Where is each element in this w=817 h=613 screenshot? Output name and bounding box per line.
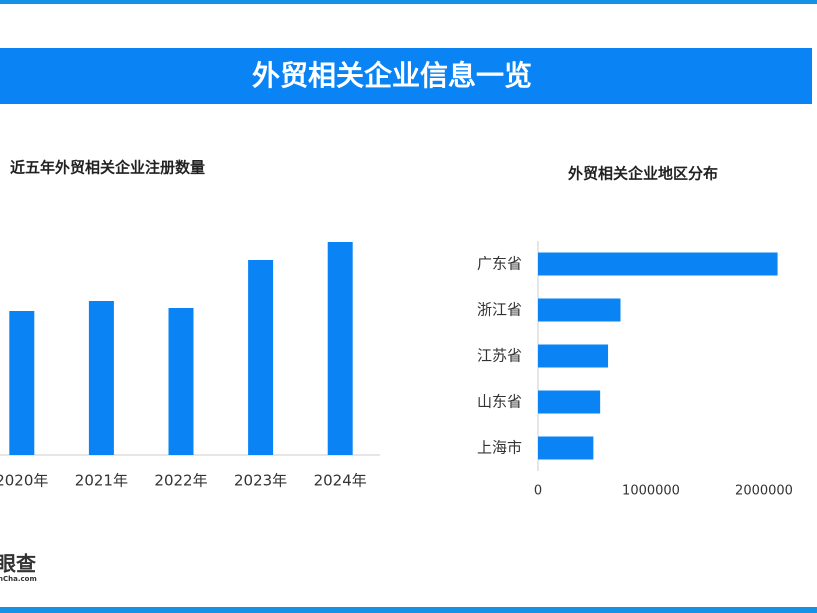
bar [9, 311, 35, 455]
bar [538, 390, 601, 414]
bar [168, 308, 194, 455]
banner [0, 48, 812, 104]
bar [327, 242, 353, 455]
x-tick-label: 2022年 [154, 472, 207, 490]
x-tick-label: 1000000 [622, 484, 680, 499]
chart-title: 外贸相关企业地区分布 [567, 165, 718, 183]
y-tick-label: 江苏省 [477, 347, 522, 365]
bar [538, 298, 621, 322]
bottom-rule [0, 607, 817, 613]
y-tick-label: 上海市 [477, 439, 522, 457]
x-tick-label: 2021年 [75, 472, 128, 490]
bar [248, 260, 274, 455]
y-tick-label: 浙江省 [477, 301, 522, 319]
logo-sub: nCha.com [0, 575, 37, 583]
top-rule [0, 0, 817, 4]
page-title: 外贸相关企业信息一览 [252, 59, 532, 92]
chart-title: 近五年外贸相关企业注册数量 [10, 159, 205, 177]
y-tick-label: 山东省 [477, 393, 522, 411]
x-tick-label: 2024年 [314, 472, 367, 490]
bar [88, 301, 114, 455]
x-tick-label: 2023年 [234, 472, 287, 490]
bar [538, 436, 594, 460]
x-tick-label: 2000000 [735, 484, 793, 499]
x-tick-label: 0 [534, 484, 542, 499]
bar [538, 252, 778, 276]
y-tick-label: 广东省 [477, 255, 522, 273]
logo: 眼查 [0, 552, 36, 576]
x-tick-label: 2020年 [0, 472, 48, 490]
bar [538, 344, 609, 368]
